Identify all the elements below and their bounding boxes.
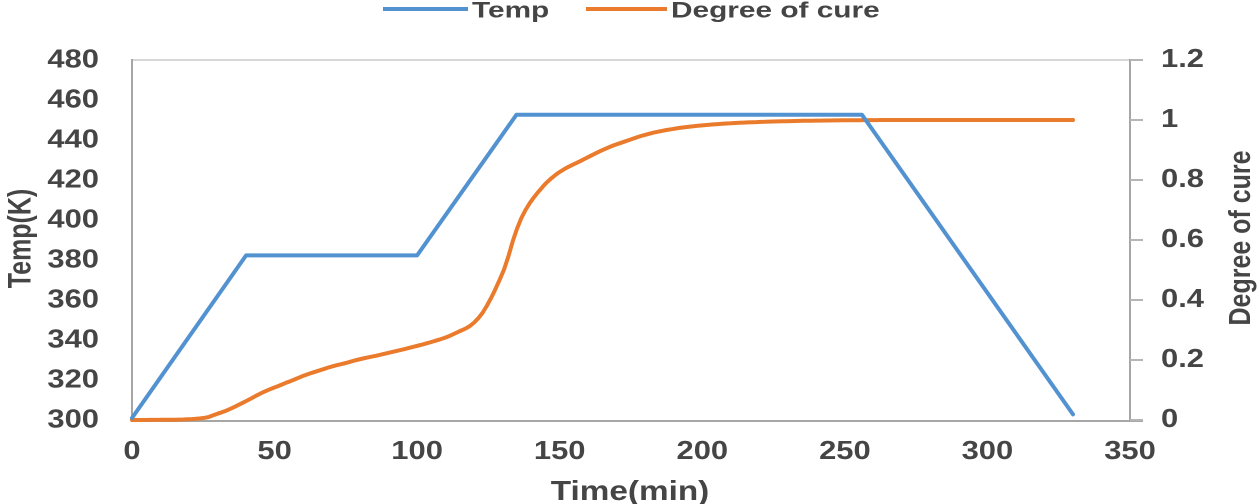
svg-text:0.4: 0.4 (1161, 284, 1204, 313)
svg-text:150: 150 (534, 436, 586, 465)
svg-text:Degree of cure: Degree of cure (1223, 150, 1257, 325)
svg-text:380: 380 (47, 245, 99, 274)
svg-text:340: 340 (47, 325, 99, 354)
svg-text:Temp: Temp (472, 0, 549, 23)
svg-text:0: 0 (1161, 404, 1178, 433)
svg-text:400: 400 (47, 205, 99, 234)
svg-text:440: 440 (47, 125, 99, 154)
svg-text:Temp(K): Temp(K) (2, 189, 38, 288)
svg-text:300: 300 (47, 405, 99, 434)
svg-text:350: 350 (1104, 436, 1156, 465)
svg-text:200: 200 (677, 436, 729, 465)
svg-text:0.8: 0.8 (1161, 164, 1204, 193)
svg-text:1.2: 1.2 (1161, 44, 1204, 73)
svg-text:0.6: 0.6 (1161, 224, 1204, 253)
svg-text:460: 460 (47, 85, 99, 114)
svg-text:1: 1 (1161, 104, 1178, 133)
svg-text:420: 420 (47, 165, 99, 194)
svg-text:Degree of cure: Degree of cure (671, 0, 880, 23)
svg-text:0.2: 0.2 (1161, 344, 1204, 373)
svg-text:250: 250 (819, 436, 871, 465)
svg-text:480: 480 (47, 45, 99, 74)
svg-text:320: 320 (47, 365, 99, 394)
svg-text:Time(min): Time(min) (551, 475, 710, 504)
svg-text:360: 360 (47, 285, 99, 314)
svg-text:0: 0 (123, 436, 140, 465)
svg-text:50: 50 (257, 436, 291, 465)
svg-text:300: 300 (962, 436, 1014, 465)
svg-text:100: 100 (391, 436, 443, 465)
